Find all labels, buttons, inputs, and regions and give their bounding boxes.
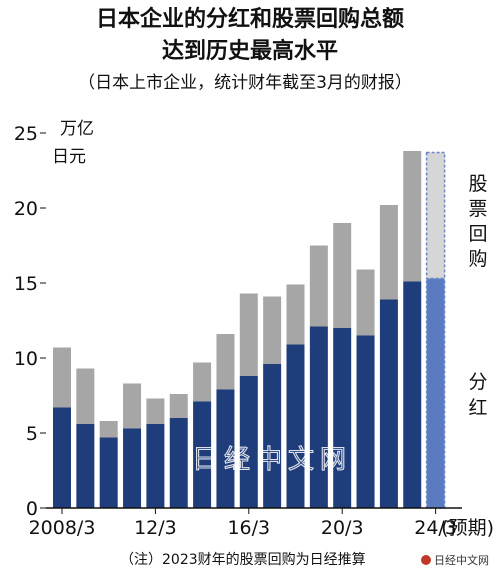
bar-dividend xyxy=(99,437,118,508)
bar-buyback xyxy=(193,362,212,402)
legend-char: 购 xyxy=(468,248,487,270)
chart-title-line2: 达到历史最高水平 xyxy=(162,38,338,64)
legend-dividend-label: 分红 xyxy=(468,371,487,419)
bar-buyback xyxy=(76,368,95,424)
legend-char: 红 xyxy=(468,397,487,419)
legend-buyback-label: 股票回购 xyxy=(468,173,487,270)
y-tick-label: 5 xyxy=(26,423,38,445)
bar-dividend xyxy=(216,389,235,508)
bar-buyback xyxy=(169,394,188,418)
bar-dividend xyxy=(309,326,328,508)
x-tick-label: 2008/3 xyxy=(29,517,96,539)
credit-logo: 日经中文网 xyxy=(421,553,489,567)
credit-dot-icon xyxy=(421,555,431,565)
bars-group xyxy=(53,151,446,509)
bar-buyback xyxy=(425,151,446,280)
bar-buyback xyxy=(263,296,282,364)
bar-buyback xyxy=(123,383,142,429)
x-tick-label: 12/3 xyxy=(134,517,177,539)
y-tick-label: 10 xyxy=(14,348,38,370)
legend-char: 票 xyxy=(468,198,487,220)
bar-buyback xyxy=(216,334,235,390)
bar-buyback xyxy=(333,223,352,328)
bar-buyback xyxy=(146,398,165,424)
bar-dividend xyxy=(263,364,282,508)
chart-subtitle: （日本上市企业，统计财年截至3月的财报） xyxy=(78,73,412,93)
bar-buyback xyxy=(403,151,422,282)
bar-dividend xyxy=(239,376,258,508)
bar-buyback xyxy=(309,245,328,327)
bar-dividend xyxy=(356,335,375,508)
y-tick-label: 15 xyxy=(14,273,38,295)
bar-dividend xyxy=(286,344,305,508)
y-tick-label: 20 xyxy=(14,198,38,220)
bar-dividend xyxy=(193,401,212,508)
bar-buyback xyxy=(379,205,398,300)
legend-char: 股 xyxy=(468,173,487,195)
bar-buyback xyxy=(286,284,305,345)
unit-label-line2: 日元 xyxy=(52,147,86,167)
y-tick-label: 0 xyxy=(26,498,38,520)
bar-buyback xyxy=(53,347,71,408)
footnote: （注）2023财年的股票回购为日经推算 xyxy=(120,552,366,568)
bar-dividend xyxy=(53,407,71,508)
watermark-text: 日经中文网 xyxy=(192,445,352,475)
legend-char: 回 xyxy=(468,223,487,245)
y-tick-label: 25 xyxy=(14,123,38,145)
chart-title-line1: 日本企业的分红和股票回购总额 xyxy=(96,6,404,32)
x-tick-label: 20/3 xyxy=(321,517,364,539)
forecast-label: (预期) xyxy=(441,517,494,539)
bar-dividend xyxy=(123,428,142,508)
legend-char: 分 xyxy=(468,371,487,393)
bar-dividend xyxy=(333,328,352,508)
x-tick-label: 16/3 xyxy=(227,517,270,539)
bar-dividend xyxy=(425,277,446,509)
bar-buyback xyxy=(239,293,258,376)
bar-dividend xyxy=(169,418,188,508)
bar-dividend xyxy=(403,281,422,508)
bar-buyback xyxy=(99,421,118,438)
y-axis-ticks: 0 5 10 15 20 25 xyxy=(14,123,46,520)
bar-buyback xyxy=(356,269,375,336)
x-axis-ticks: 2008/3 12/3 16/3 20/3 24/3(预期) xyxy=(29,508,494,539)
bar-dividend xyxy=(379,299,398,508)
credit-text: 日经中文网 xyxy=(434,553,489,567)
unit-label-line1: 万亿 xyxy=(60,119,94,139)
bar-dividend xyxy=(76,424,95,508)
bar-dividend xyxy=(146,424,165,508)
x-tick-label: 24/3 xyxy=(414,517,457,539)
